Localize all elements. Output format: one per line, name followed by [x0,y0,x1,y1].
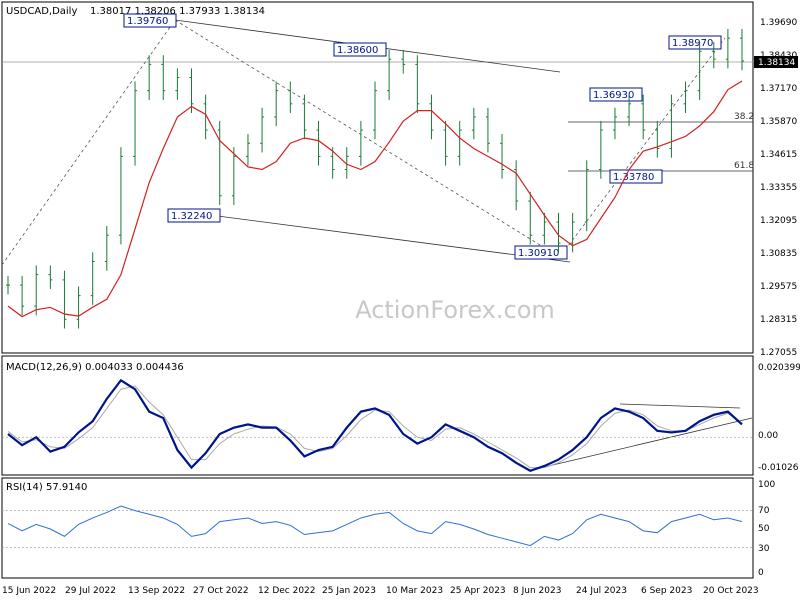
rsi-tick: 0 [758,568,764,578]
date-tick: 25 Jan 2023 [322,586,376,596]
macd-tick: -0.01026 [758,463,799,473]
date-tick: 15 Jun 2022 [2,586,56,596]
label-box [514,245,568,260]
label-low-1: 1.32240 [171,211,212,222]
label-high-2: 1.38600 [337,45,378,56]
macd-panel-frame [1,355,754,476]
price-tick: 1.33355 [760,183,797,193]
channel-lower-1 [209,214,571,263]
date-tick: 20 Oct 2023 [703,586,759,596]
price-axis: 1.39690 1.38430 1.37170 1.35870 1.34615 … [760,18,797,358]
drawing-objects: 38.2 61.8 [1,19,754,469]
current-price-label: 1.38134 [758,58,795,68]
rsi-line [7,505,743,547]
date-tick: 13 Sep 2022 [128,586,185,596]
macd-tick: 0.00 [758,431,778,441]
price-tick: 1.37170 [760,84,797,94]
price-tick: 1.34615 [760,150,797,160]
macd-resistance-line [619,403,741,409]
price-tick: 1.30835 [760,249,797,259]
date-tick: 6 Sep 2023 [641,586,692,596]
label-box [668,35,722,50]
date-tick: 12 Dec 2022 [258,586,316,596]
dashed-trend-3 [564,37,726,251]
date-tick: 24 Jul 2023 [576,586,627,596]
price-tick: 1.27055 [760,348,797,358]
date-tick: 25 Apr 2023 [450,586,506,596]
price-tick: 1.28315 [760,315,797,325]
moving-average-line [7,80,743,318]
label-box [123,13,177,28]
rsi-tick: 30 [758,544,770,554]
date-axis: 15 Jun 2022 29 Jul 2022 13 Sep 2022 27 O… [2,586,759,596]
rsi-series [2,505,753,548]
macd-tick: 0.020399 [758,363,800,373]
macd-series [2,378,753,472]
fib-61-label: 61.8 [734,161,754,171]
label-low-3: 1.33780 [613,172,654,183]
label-high-3: 1.36930 [593,90,634,101]
macd-axis: 0.020399 0.00 -0.01026 [758,363,800,473]
label-high-1: 1.39760 [127,16,168,27]
date-tick: 8 Jun 2023 [513,586,561,596]
symbol-period: USDCAD,Daily [6,6,77,17]
macd-line [7,378,743,472]
label-box [609,169,663,184]
fib-38-label: 38.2 [734,112,754,122]
label-box [167,208,221,223]
price-tick: 1.35870 [760,117,797,127]
date-tick: 29 Jul 2022 [65,586,116,596]
date-tick: 27 Oct 2022 [193,586,249,596]
date-tick: 10 Mar 2023 [386,586,443,596]
price-tick: 1.39690 [760,18,797,28]
label-box [333,42,387,57]
price-tick: 1.32095 [760,216,797,226]
macd-label: MACD(12,26,9) 0.004033 0.004436 [6,362,184,373]
macd-support-line [539,417,753,469]
label-low-2: 1.30910 [518,248,559,259]
rsi-tick: 50 [758,524,770,534]
price-series [6,28,744,329]
rsi-axis: 100 70 50 30 0 [758,480,775,578]
rsi-panel-frame [1,477,754,579]
rsi-label: RSI(14) 57.9140 [6,482,87,493]
price-tick: 1.29575 [760,282,797,292]
price-annotations: 1.39760 1.38600 1.32240 1.30910 1.36930 … [123,13,722,260]
watermark: ActionForex.com [355,296,555,324]
dashed-trend-1 [1,19,176,266]
label-high-4: 1.38970 [672,38,713,49]
current-price-box [754,56,798,68]
rsi-tick: 70 [758,506,770,516]
ohlc-readout: 1.38017 1.38206 1.37933 1.38134 [90,6,265,17]
rsi-tick: 100 [758,480,775,490]
